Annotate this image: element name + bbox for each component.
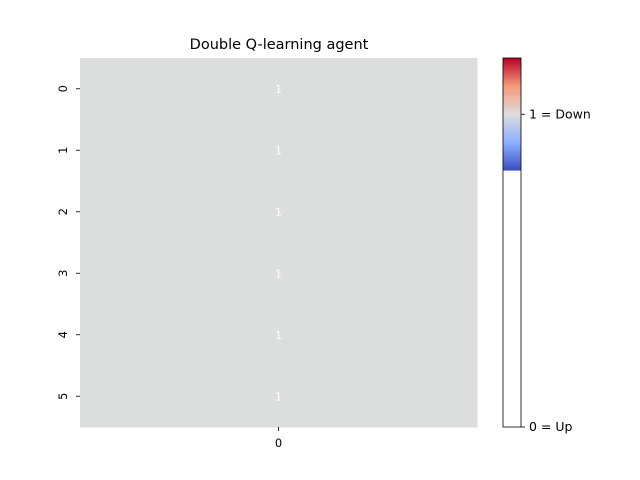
y-tick-label: 2 [56, 208, 70, 215]
cell-annotation: 1 [275, 206, 282, 219]
heatmap-cell [80, 181, 478, 243]
y-tick-label: 5 [56, 393, 70, 400]
cell-annotation: 1 [275, 267, 282, 280]
heatmap-cell [80, 119, 478, 182]
heatmap-cell [80, 242, 478, 305]
colorbar-band [503, 58, 521, 171]
y-tick-label: 4 [56, 331, 70, 338]
colorbar: 0 = Up 1 = Down [502, 57, 591, 434]
colorbar-tick-label: 0 = Up [529, 419, 573, 434]
heatmap-cell [80, 365, 478, 428]
y-tick-label: 1 [56, 147, 70, 154]
colorbar-frame [502, 57, 522, 428]
y-tick-label: 3 [56, 270, 70, 277]
colorbar-tick-label: 1 = Down [529, 106, 591, 121]
y-axis: 0 1 2 3 4 5 [56, 85, 80, 400]
heatmap-cell [80, 58, 478, 120]
heatmap-cell [80, 304, 478, 366]
x-tick-label: 0 [275, 436, 282, 450]
heatmap-plot-area: 1 1 1 1 1 1 [80, 58, 478, 428]
cell-annotation: 1 [275, 144, 282, 157]
cell-annotation: 1 [275, 329, 282, 342]
y-tick-label: 0 [56, 85, 70, 92]
cell-annotation: 1 [275, 83, 282, 96]
cell-annotation: 1 [275, 390, 282, 403]
chart-title: Double Q-learning agent [190, 37, 369, 53]
x-axis: 0 [275, 427, 282, 450]
